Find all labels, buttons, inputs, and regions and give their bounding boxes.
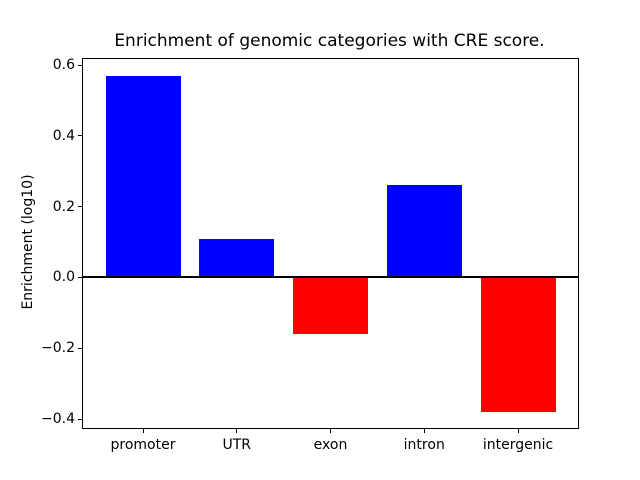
x-tick-label-intergenic: intergenic <box>482 437 554 453</box>
y-tick <box>78 135 82 137</box>
y-tick <box>78 276 82 278</box>
x-tick <box>330 429 331 433</box>
x-tick-label-UTR: UTR <box>222 437 252 453</box>
x-tick <box>517 429 519 433</box>
bar-UTR <box>199 238 275 278</box>
bar-promoter <box>105 75 181 278</box>
x-tick-label-exon: exon <box>313 437 348 453</box>
y-tick-label: 0.0 <box>52 269 75 286</box>
plot-area: −0.4 −0.2 0.0 0.2 0.4 0.6 promoter UTR exon intro… <box>41 58 579 452</box>
x-tick <box>236 429 238 433</box>
y-tick <box>78 64 82 66</box>
zero-line <box>83 276 578 279</box>
y-tick <box>78 418 82 420</box>
y-tick-label: 0.2 <box>52 198 75 215</box>
y-tick <box>78 206 82 208</box>
y-tick-label: 0.6 <box>52 57 75 74</box>
chart-title: Enrichment of genomic categories with CR… <box>114 31 545 51</box>
y-tick <box>78 347 82 349</box>
x-tick <box>423 429 425 433</box>
x-tick-label-intron: intron <box>403 437 445 453</box>
y-tick-label: −0.4 <box>41 411 75 428</box>
x-tick <box>142 429 144 433</box>
y-tick-label: 0.4 <box>52 127 75 144</box>
bar-exon <box>293 277 368 335</box>
y-tick-label: −0.2 <box>41 340 75 357</box>
y-axis-label: Enrichment (log10) <box>20 174 36 310</box>
bar-intergenic <box>480 277 556 413</box>
bar-intron <box>386 185 462 278</box>
x-tick-label-promoter: promoter <box>110 437 176 453</box>
